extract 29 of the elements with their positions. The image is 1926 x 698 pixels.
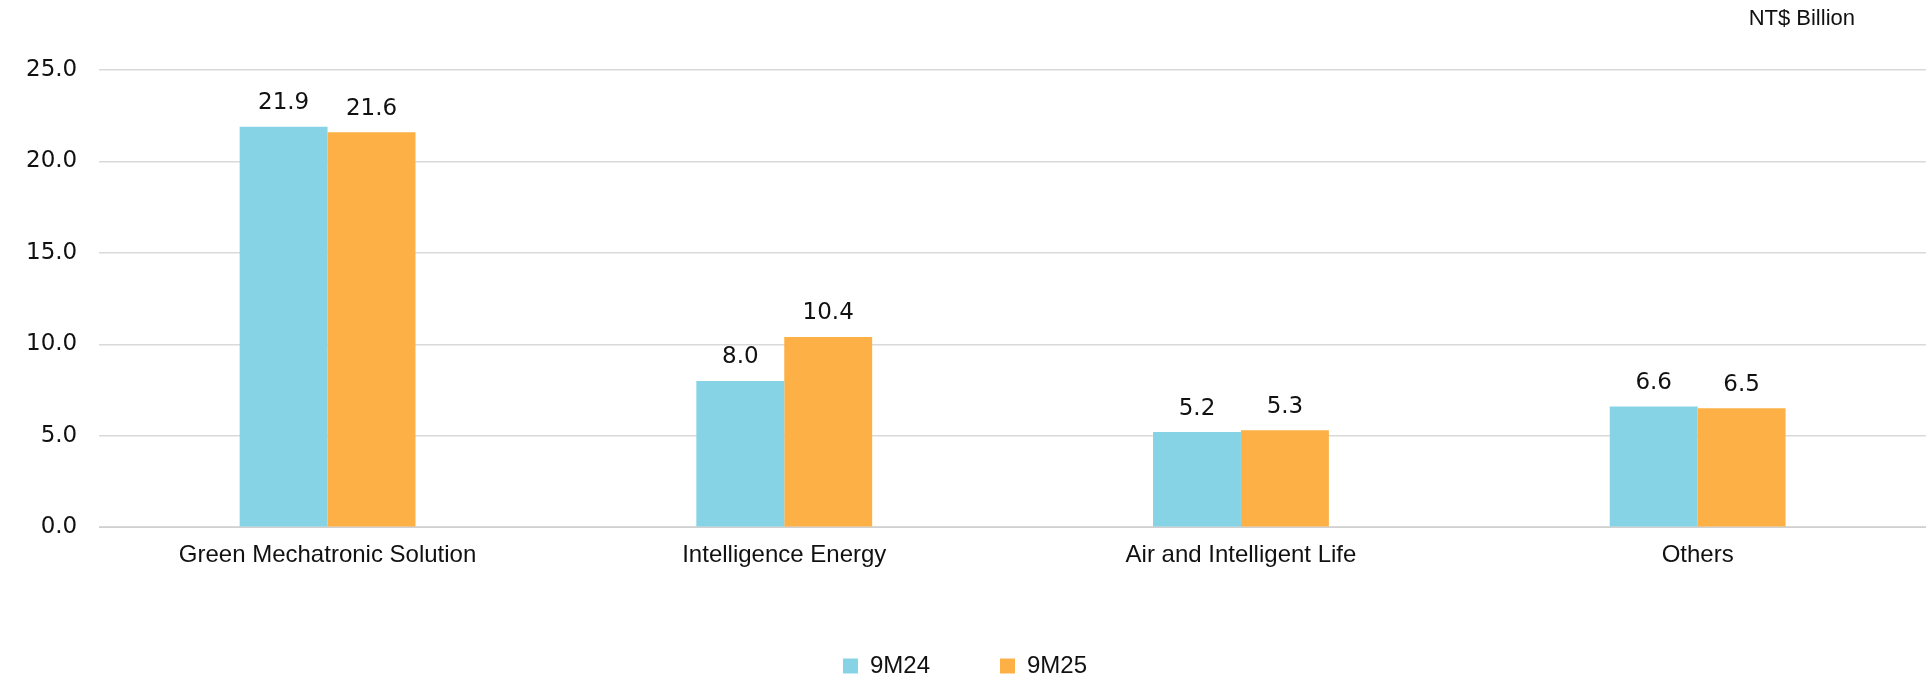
data-label: 21.6 [345, 93, 398, 120]
y-axis-title: NT$ Billion [1748, 5, 1855, 31]
data-label: 6.6 [1635, 367, 1672, 394]
bar [239, 126, 328, 527]
bar [696, 380, 785, 527]
y-tick-label: 0.0 [40, 512, 78, 539]
bar [1609, 406, 1698, 527]
data-label: 5.2 [1178, 393, 1216, 420]
bar [1153, 432, 1241, 527]
x-tick-label: Others [1661, 540, 1734, 568]
data-label: 21.9 [257, 88, 310, 115]
y-tick-label: 20.0 [25, 146, 78, 173]
data-label: 5.3 [1266, 391, 1304, 418]
x-tick-label: Air and Intelligent Life [1125, 540, 1357, 568]
x-tick-label: Green Mechatronic Solution [178, 540, 477, 568]
bar [1240, 430, 1329, 527]
bar [1697, 408, 1786, 527]
data-label: 6.5 [1723, 369, 1760, 396]
y-tick-label: 10.0 [25, 329, 78, 356]
x-tick-label: Intelligence Energy [682, 540, 887, 568]
y-tick-label: 25.0 [25, 54, 78, 81]
legend-label: 9M25 [1027, 650, 1088, 678]
bar [327, 132, 416, 527]
legend-label: 9M24 [869, 650, 931, 678]
bar [784, 337, 873, 527]
y-tick-label: 15.0 [25, 237, 78, 264]
data-label: 8.0 [722, 342, 759, 369]
y-tick-label: 5.0 [40, 420, 78, 447]
data-label: 10.4 [802, 298, 854, 325]
